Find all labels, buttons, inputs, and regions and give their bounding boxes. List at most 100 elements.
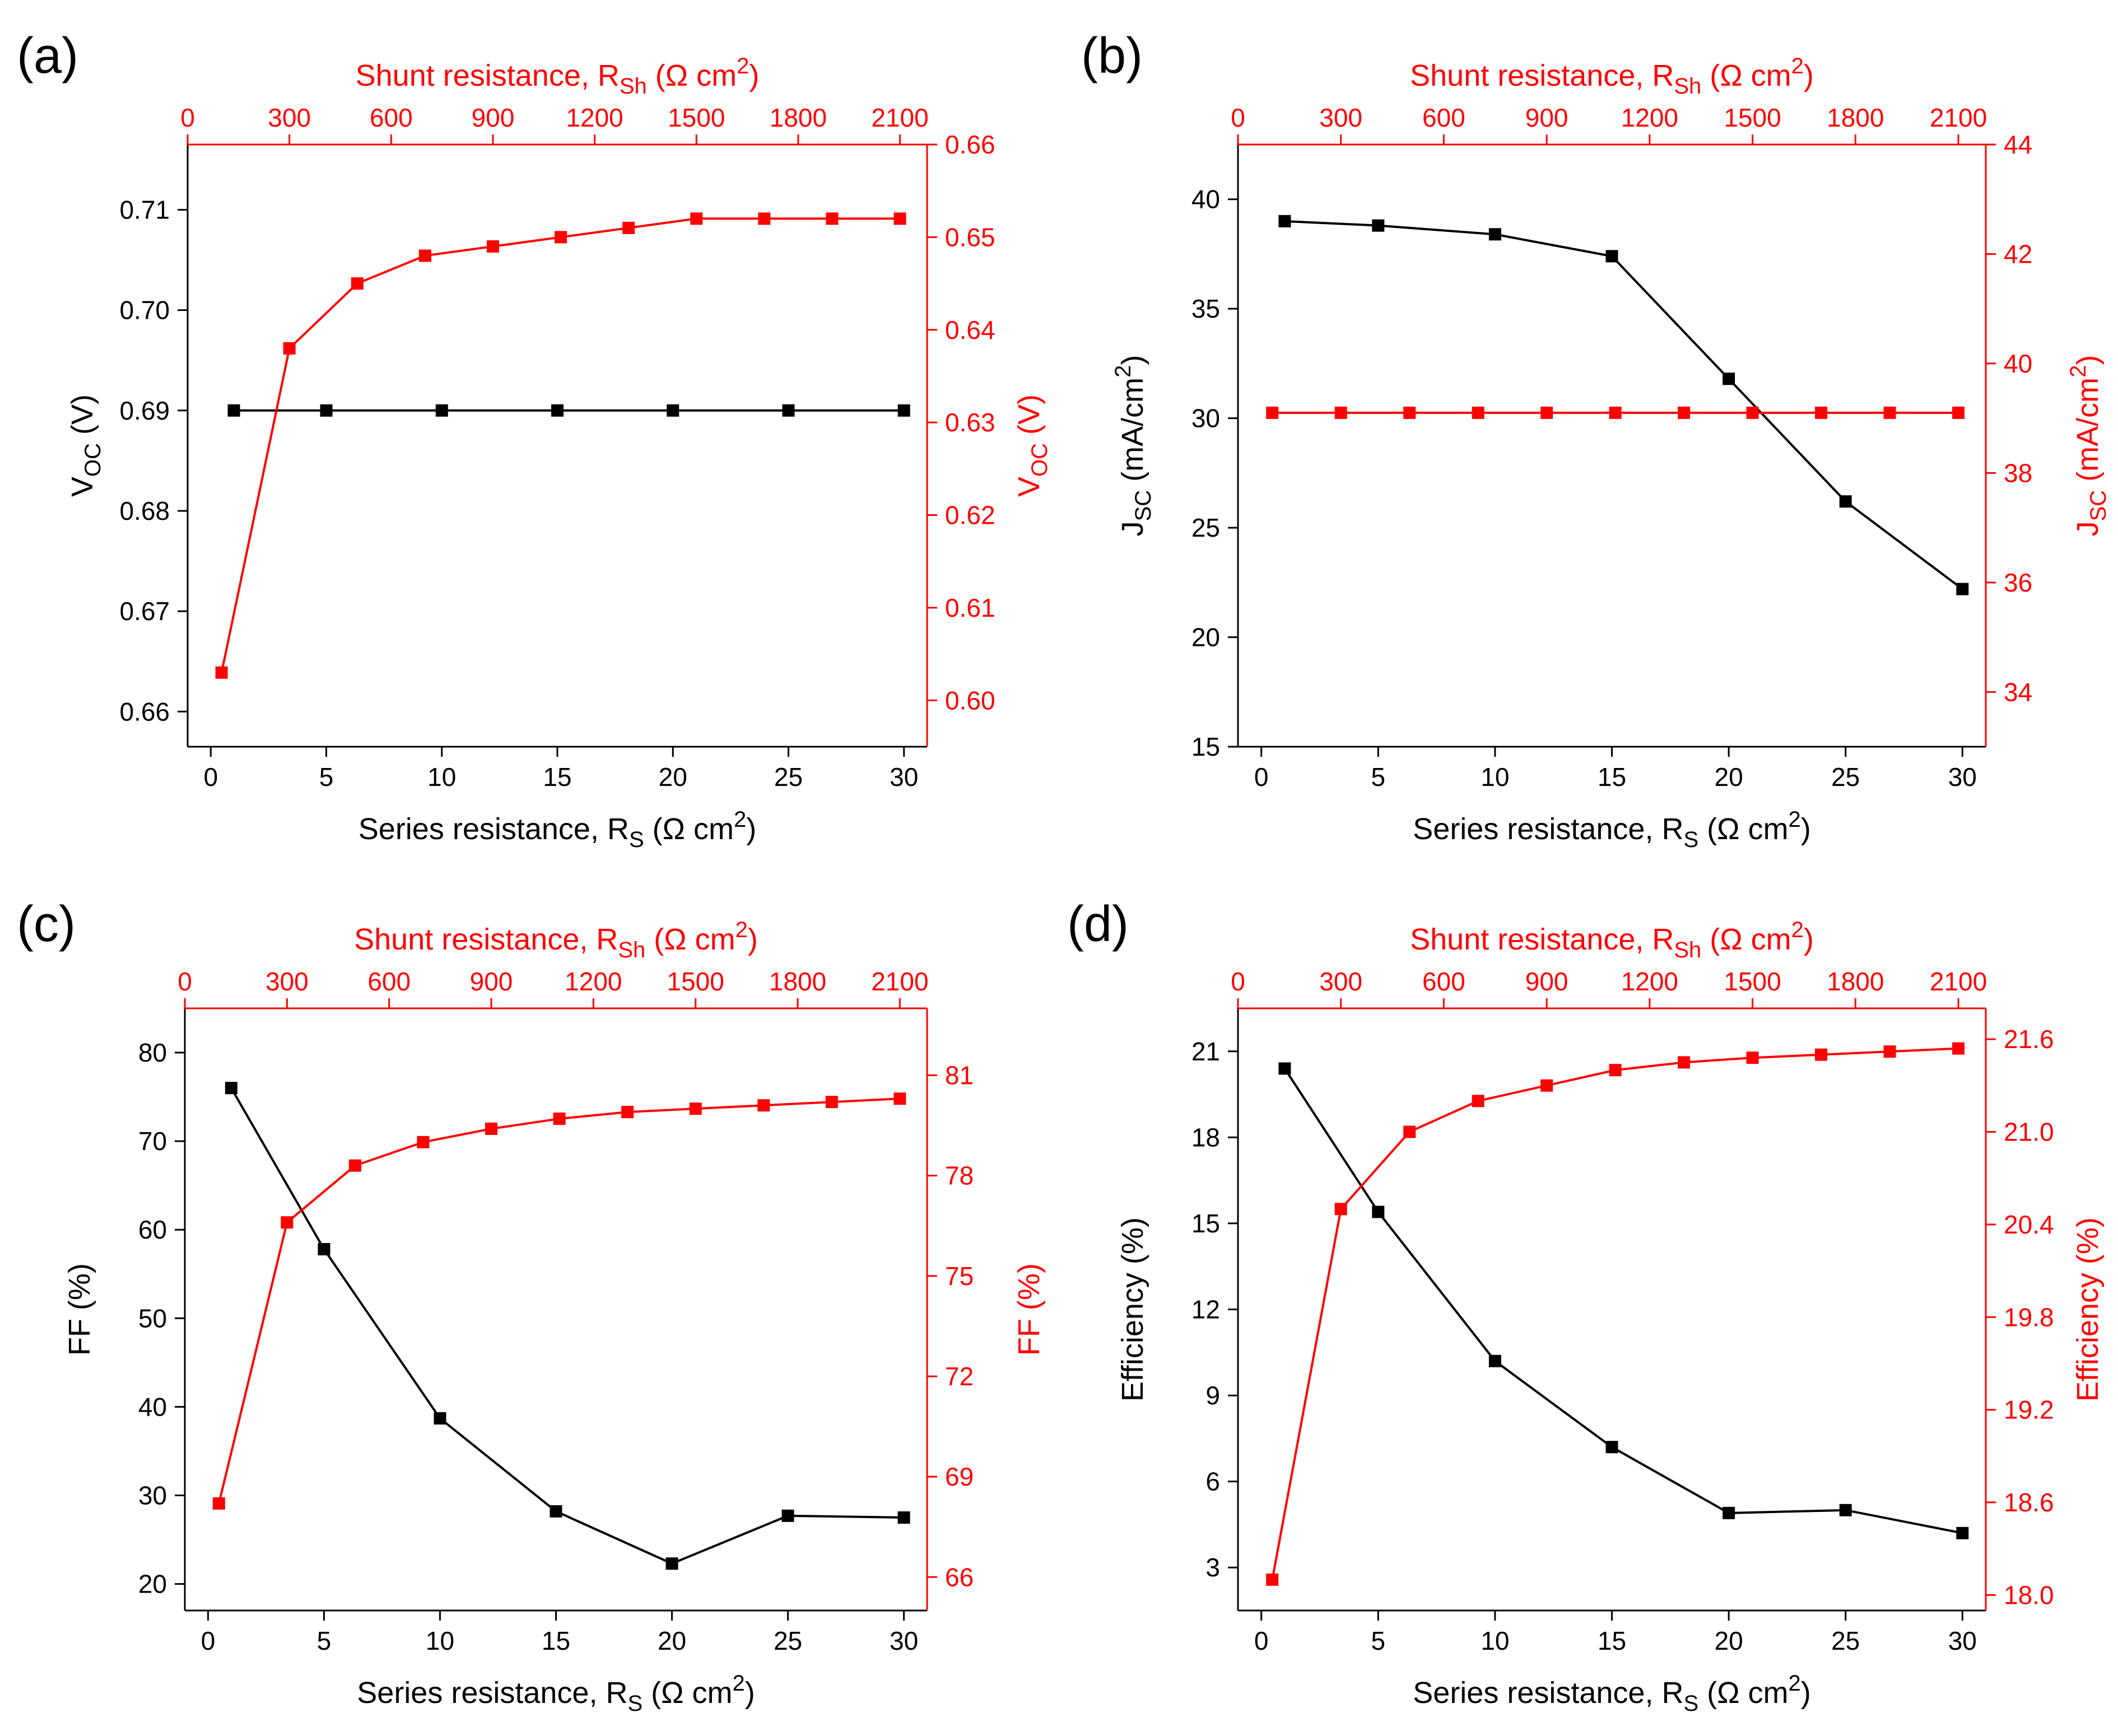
x-bottom-label-close: ) xyxy=(745,1676,755,1710)
panel-letter: (d) xyxy=(1067,896,1129,952)
y-right-tick-label: 40 xyxy=(2004,349,2032,378)
x-bottom-label: Series resistance, RS (Ω cm2) xyxy=(1413,807,1810,852)
data-point-red xyxy=(893,212,906,225)
y-left-tick-label: 21 xyxy=(1191,1037,1220,1066)
y-right-tick-label: 44 xyxy=(2004,130,2032,159)
y-right-label: Efficiency (%) xyxy=(2071,1217,2105,1402)
x-bottom-tick-label: 5 xyxy=(319,762,334,792)
data-point-red xyxy=(1746,1051,1759,1064)
y-right-label-sup: 2 xyxy=(2066,365,2091,378)
x-bottom-tick-label: 0 xyxy=(1254,762,1269,792)
x-top-tick-label: 1500 xyxy=(668,103,725,132)
y-right-tick-label: 38 xyxy=(2004,458,2032,487)
y-right-label-main: J xyxy=(2071,521,2105,536)
x-top-tick-label: 2100 xyxy=(871,967,928,996)
data-point-red xyxy=(622,221,635,234)
y-left-tick-label: 30 xyxy=(138,1481,167,1510)
panel-letter: (b) xyxy=(1081,28,1143,84)
x-bottom-tick-label: 15 xyxy=(1598,762,1626,792)
series-line-red xyxy=(220,217,900,673)
data-point-red xyxy=(417,1135,430,1148)
data-point-red xyxy=(1746,406,1759,419)
y-left-tick-label: 9 xyxy=(1205,1381,1220,1410)
y-right-tick-label: 75 xyxy=(945,1262,974,1291)
x-bottom-label: Series resistance, RS (Ω cm2) xyxy=(357,1671,755,1716)
x-top-label-sup: 2 xyxy=(1791,54,1804,78)
x-bottom-tick-label: 10 xyxy=(427,762,456,792)
x-top-tick-label: 1500 xyxy=(1724,103,1781,132)
x-bottom-label-sup: 2 xyxy=(1788,807,1800,832)
y-left-label: JSC (mA/cm2) xyxy=(1111,355,1156,537)
x-bottom-label: Series resistance, RS (Ω cm2) xyxy=(1413,1671,1810,1716)
x-bottom-label-unit: (Ω cm xyxy=(1698,812,1788,846)
y-right-tick-label: 18.6 xyxy=(2004,1488,2054,1517)
y-right-label: JSC (mA/cm2) xyxy=(2066,355,2111,537)
x-bottom-label-unit: (Ω cm xyxy=(1698,1676,1788,1710)
y-right-label: FF (%) xyxy=(1012,1263,1046,1356)
x-top-label-sup: 2 xyxy=(737,54,749,78)
data-point-red xyxy=(485,1123,498,1135)
x-top-label-close: ) xyxy=(1804,923,1814,956)
y-right-tick-label: 66 xyxy=(945,1562,974,1591)
x-top-tick-label: 300 xyxy=(1319,103,1362,132)
data-point-black xyxy=(665,1557,678,1570)
x-top-tick-label: 300 xyxy=(268,103,311,132)
data-point-red xyxy=(1403,1125,1416,1138)
x-top-label-sub: Sh xyxy=(620,74,647,99)
x-top-tick-label: 900 xyxy=(1525,967,1568,996)
y-left-label-main: FF (%) xyxy=(63,1263,96,1356)
x-top-label: Shunt resistance, RSh (Ω cm2) xyxy=(356,54,760,99)
x-top-tick-label: 600 xyxy=(1422,103,1465,132)
x-top-tick-label: 0 xyxy=(180,103,195,132)
x-top-tick-label: 1800 xyxy=(1827,967,1884,996)
data-point-black xyxy=(434,1412,446,1425)
x-bottom-label-close: ) xyxy=(1801,812,1811,846)
data-point-black xyxy=(1956,1526,1969,1539)
data-point-red xyxy=(1609,1064,1622,1077)
x-top-label: Shunt resistance, RSh (Ω cm2) xyxy=(354,918,758,962)
y-left-tick-label: 0.71 xyxy=(119,195,170,224)
y-right-tick-label: 78 xyxy=(945,1161,974,1190)
y-right-label-unit: (V) xyxy=(1012,394,1046,443)
x-top-label-sub: Sh xyxy=(1674,74,1701,99)
x-top-label-main: Shunt resistance, R xyxy=(1410,923,1674,956)
y-left-label-sub: OC xyxy=(81,443,105,477)
y-left-tick-label: 0.68 xyxy=(119,496,170,525)
y-left-label-sup: 2 xyxy=(1111,365,1135,378)
data-point-red xyxy=(1815,1048,1828,1061)
x-top-tick-label: 900 xyxy=(472,103,515,132)
x-bottom-label-main: Series resistance, R xyxy=(359,812,629,846)
x-bottom-tick-label: 20 xyxy=(1715,762,1743,792)
data-point-red xyxy=(1952,406,1965,419)
y-right-tick-label: 21.0 xyxy=(2004,1118,2054,1147)
x-bottom-label-sub: S xyxy=(1683,827,1698,852)
y-right-tick-label: 20.4 xyxy=(2004,1210,2054,1239)
y-left-tick-label: 80 xyxy=(138,1038,167,1067)
data-point-red xyxy=(621,1106,634,1119)
x-top-tick-label: 300 xyxy=(266,967,309,996)
data-point-red xyxy=(1815,406,1828,419)
data-point-red xyxy=(418,249,431,262)
x-top-label-sup: 2 xyxy=(736,918,748,942)
x-bottom-tick-label: 30 xyxy=(1948,762,1977,792)
x-top-tick-label: 0 xyxy=(1231,967,1245,996)
data-point-red xyxy=(555,231,567,244)
y-left-tick-label: 3 xyxy=(1205,1553,1220,1582)
y-left-tick-label: 20 xyxy=(1191,623,1220,652)
x-top-tick-label: 1200 xyxy=(566,103,623,132)
data-point-red xyxy=(758,212,771,225)
y-left-label-close: ) xyxy=(1116,355,1149,365)
data-point-black xyxy=(1839,495,1852,508)
x-top-label-sup: 2 xyxy=(1791,918,1804,942)
x-top-label-sub: Sh xyxy=(618,938,645,962)
data-point-black xyxy=(227,404,240,417)
x-bottom-tick-label: 10 xyxy=(1481,1626,1509,1655)
panel-c: (c)0 5 10 15 20 25 300 300 600 900 1200 1500 1800 210… xyxy=(17,896,1046,1716)
series-line-black xyxy=(1283,1068,1963,1534)
y-left-label-sub: SC xyxy=(1131,490,1156,522)
series-line-red xyxy=(1271,1047,1959,1580)
x-bottom-label-sup: 2 xyxy=(732,1671,744,1696)
y-left-tick-label: 18 xyxy=(1191,1123,1220,1152)
x-bottom-label-sub: S xyxy=(629,827,644,852)
